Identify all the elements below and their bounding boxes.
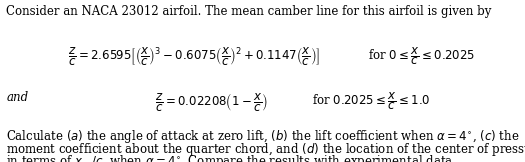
Text: moment coefficient about the quarter chord, and $(d)$ the location of the center: moment coefficient about the quarter cho…: [6, 141, 525, 158]
Text: and: and: [6, 91, 28, 104]
Text: $\dfrac{z}{c} = 0.02208\left(1 - \dfrac{x}{c}\right)$: $\dfrac{z}{c} = 0.02208\left(1 - \dfrac{…: [155, 91, 268, 113]
Text: for $0.2025 \leq \dfrac{x}{c} \leq 1.0$: for $0.2025 \leq \dfrac{x}{c} \leq 1.0$: [312, 91, 430, 112]
Text: Calculate $(a)$ the angle of attack at zero lift, $(b)$ the lift coefficient whe: Calculate $(a)$ the angle of attack at z…: [6, 128, 520, 145]
Text: $\dfrac{z}{c} = 2.6595\left[\left(\dfrac{x}{c}\right)^{3} - 0.6075\left(\dfrac{x: $\dfrac{z}{c} = 2.6595\left[\left(\dfrac…: [68, 45, 320, 67]
Text: Consider an NACA 23012 airfoil. The mean camber line for this airfoil is given b: Consider an NACA 23012 airfoil. The mean…: [6, 5, 492, 18]
Text: in terms of $x_{\mathrm{cp}}/c$, when $\alpha = 4^{\circ}$. Compare the results : in terms of $x_{\mathrm{cp}}/c$, when $\…: [6, 154, 457, 162]
Text: for $0 \leq \dfrac{x}{c} \leq 0.2025$: for $0 \leq \dfrac{x}{c} \leq 0.2025$: [368, 45, 475, 67]
